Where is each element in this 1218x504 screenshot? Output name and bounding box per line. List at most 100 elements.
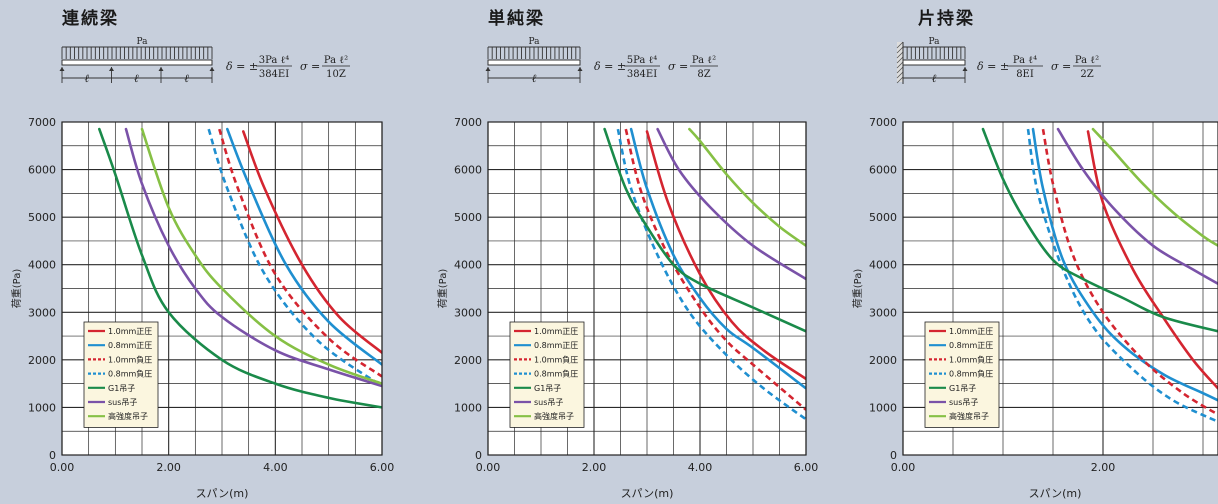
y-tick-label: 6000 [28, 164, 56, 177]
legend-label: 1.0mm負圧 [949, 354, 993, 364]
legend-label: G1吊子 [949, 384, 976, 393]
stress-numerator: Pa ℓ² [324, 55, 348, 66]
deflection-numerator: 5Pa ℓ⁴ [627, 55, 658, 66]
x-tick-label: 4.00 [688, 461, 713, 474]
stress-prefix: σ = [1051, 60, 1071, 73]
x-tick-label: 0.00 [891, 461, 916, 474]
legend-label: 0.8mm負圧 [108, 369, 152, 379]
load-label: Pa [528, 37, 540, 47]
beam-diagram: Pa ℓ [485, 37, 583, 85]
plot-frame [902, 121, 1218, 456]
series-line-1 [242, 130, 382, 354]
series-line-6 [656, 127, 806, 281]
y-tick-label: 6000 [454, 164, 482, 177]
plot-frame [487, 121, 807, 456]
legend-label: 1.0mm正圧 [949, 327, 993, 336]
legend-label: sus吊子 [534, 398, 563, 407]
series-line-4 [616, 128, 806, 421]
stress-denominator: 2Z [1080, 69, 1093, 80]
series-line-4 [1026, 128, 1218, 423]
support-arrow [158, 67, 164, 71]
y-tick-label: 6000 [869, 164, 897, 177]
legend-label: sus吊子 [108, 398, 137, 407]
load-label: Pa [928, 37, 940, 47]
legend: 1.0mm正圧 0.8mm正圧 1.0mm負圧 0.8mm負圧 G1吊子 sus吊子高強度… [83, 321, 159, 428]
y-tick-label: 2000 [28, 354, 56, 367]
y-axis-label: 荷重(Pa) [436, 269, 449, 309]
x-tick-label: 4.00 [263, 461, 288, 474]
legend-label: 1.0mm負圧 [108, 354, 152, 364]
deflection-prefix: δ = ± [977, 60, 1009, 73]
series-line-3 [624, 128, 806, 411]
wall-hatch [896, 41, 904, 49]
y-axis-label: 荷重(Pa) [10, 269, 23, 309]
y-tick-label: 4000 [28, 259, 56, 272]
y-tick-label: 5000 [869, 211, 897, 224]
stress-denominator: 10Z [326, 69, 346, 80]
y-tick-label: 1000 [28, 401, 56, 414]
legend-label: 0.8mm負圧 [949, 369, 993, 379]
wall-hatch [896, 71, 904, 79]
y-tick-label: 0 [475, 449, 482, 462]
legend-label: 1.0mm正圧 [108, 327, 152, 336]
y-tick-label: 0 [49, 449, 56, 462]
y-tick-label: 5000 [28, 211, 56, 224]
beam-diagram: Pa ℓ ℓ ℓ [59, 37, 215, 85]
y-tick-label: 7000 [28, 116, 56, 129]
y-tick-label: 7000 [454, 116, 482, 129]
series-line-2 [1031, 127, 1218, 402]
deflection-prefix: δ = ± [226, 60, 258, 73]
y-tick-label: 2000 [454, 354, 482, 367]
legend-box [83, 321, 159, 428]
legend-label: G1吊子 [108, 384, 135, 393]
stress-prefix: σ = [668, 60, 688, 73]
support-arrow [209, 67, 215, 71]
series-line-5 [981, 127, 1218, 333]
series-line-5 [98, 127, 382, 409]
stress-denominator: 8Z [697, 69, 710, 80]
beam [902, 59, 966, 66]
series-line-1 [645, 130, 806, 381]
beam [61, 59, 213, 66]
stress-numerator: Pa ℓ² [692, 55, 716, 66]
chart-1: 連続梁 Pa ℓ ℓ ℓ δ = ±3Pa ℓ⁴ 384EI σ = Pa ℓ² 10Z 0 1000… [10, 8, 394, 500]
y-axis-label: 荷重(Pa) [851, 269, 864, 309]
y-tick-label: 5000 [454, 211, 482, 224]
series-line-2 [226, 127, 382, 366]
legend-label: G1吊子 [534, 384, 561, 393]
stress-numerator: Pa ℓ² [1075, 55, 1099, 66]
series-line-7 [140, 127, 382, 385]
support-arrow [59, 67, 65, 71]
legend-label: 高強度吊子 [534, 411, 574, 421]
series-line-7 [1091, 127, 1218, 247]
chart-title: 連続梁 [62, 8, 119, 29]
formulas: δ = ±5Pa ℓ⁴ 384EI σ = Pa ℓ² 8Z [594, 55, 718, 80]
wall-hatch [896, 56, 904, 64]
deflection-denominator: 8EI [1016, 69, 1034, 80]
y-tick-label: 3000 [869, 306, 897, 319]
legend-label: 0.8mm正圧 [949, 341, 993, 350]
deflection-numerator: Pa ℓ⁴ [1013, 55, 1037, 66]
y-tick-label: 1000 [454, 401, 482, 414]
legend-box [509, 321, 585, 428]
x-tick-label: 2.00 [582, 461, 607, 474]
beam [487, 59, 581, 66]
legend-label: 高強度吊子 [108, 411, 148, 421]
wall-hatch [896, 46, 904, 54]
x-tick-label: 6.00 [794, 461, 819, 474]
x-tick-label: 2.00 [156, 461, 181, 474]
series-line-2 [629, 127, 806, 390]
support-arrow [577, 67, 583, 71]
beam-diagram: Pa ℓ [896, 37, 968, 85]
wall-hatch [896, 51, 904, 59]
y-tick-label: 0 [890, 449, 897, 462]
span-label: ℓ [532, 72, 537, 85]
legend-label: 高強度吊子 [949, 411, 989, 421]
legend-label: sus吊子 [949, 398, 978, 407]
deflection-prefix: δ = ± [594, 60, 626, 73]
y-tick-label: 3000 [454, 306, 482, 319]
deflection-denominator: 384EI [627, 69, 657, 80]
series-group [981, 127, 1218, 423]
formulas: δ = ± Pa ℓ⁴ 8EI σ = Pa ℓ² 2Z [977, 55, 1101, 80]
